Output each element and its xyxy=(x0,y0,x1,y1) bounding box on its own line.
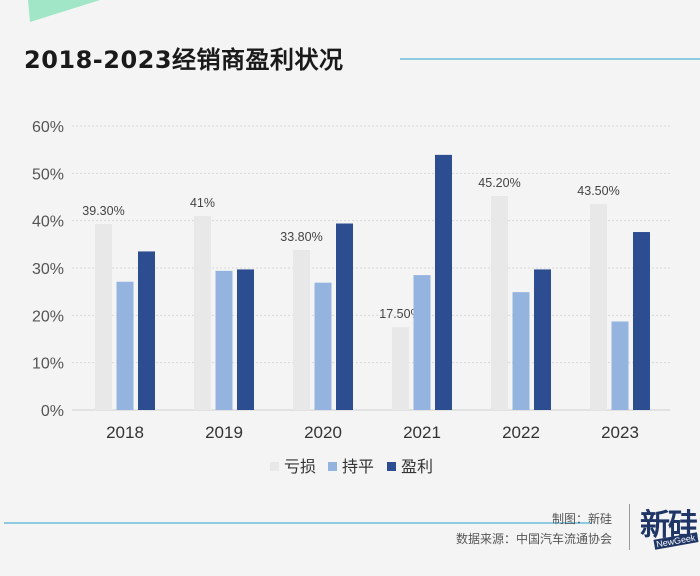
y-tick-label: 30% xyxy=(32,261,64,278)
y-tick-label: 50% xyxy=(32,166,64,183)
bar-even xyxy=(215,270,233,410)
bar-profit xyxy=(633,232,650,410)
legend-label: 盈利 xyxy=(401,457,433,476)
y-tick-label: 40% xyxy=(32,214,64,231)
newgeek-logo: 新硅 NewGeek xyxy=(640,500,699,552)
bar-even xyxy=(611,321,629,410)
title-accent-line xyxy=(400,58,700,60)
corner-decoration xyxy=(28,0,100,22)
data-label: 39.30% xyxy=(82,204,124,218)
legend-label: 亏损 xyxy=(284,457,316,476)
x-tick-label: 2018 xyxy=(106,423,144,442)
data-label: 41% xyxy=(190,196,215,210)
logo-divider xyxy=(629,504,630,550)
x-tick-label: 2019 xyxy=(205,423,243,442)
bar-profit xyxy=(138,251,155,410)
legend-swatch xyxy=(387,462,396,471)
bar-profit xyxy=(237,269,254,410)
bar-profit xyxy=(336,223,353,410)
legend-swatch xyxy=(328,462,337,471)
data-label: 33.80% xyxy=(280,230,322,244)
bar-loss xyxy=(590,204,607,410)
bar-profit xyxy=(435,154,452,410)
y-tick-label: 60% xyxy=(32,119,64,136)
bar-even xyxy=(512,292,530,410)
bar-loss xyxy=(194,215,211,410)
x-tick-label: 2022 xyxy=(502,423,540,442)
data-label: 17.50% xyxy=(379,307,421,321)
bar-loss xyxy=(491,196,508,410)
data-label: 45.20% xyxy=(478,176,520,190)
footer-accent-line xyxy=(4,522,592,524)
x-tick-label: 2021 xyxy=(403,423,441,442)
bar-profit xyxy=(534,269,551,410)
y-tick-label: 10% xyxy=(32,356,64,373)
bar-even xyxy=(314,282,332,410)
data-label: 43.50% xyxy=(577,184,619,198)
x-tick-label: 2023 xyxy=(601,423,639,442)
x-tick-label: 2020 xyxy=(304,423,342,442)
bar-even xyxy=(116,281,134,410)
chart-title: 2018-2023经销商盈利状况 xyxy=(24,46,344,74)
bar-even xyxy=(413,275,431,410)
legend-label: 持平 xyxy=(342,457,374,476)
bar-loss xyxy=(95,223,112,410)
bar-loss xyxy=(392,327,409,410)
y-tick-label: 0% xyxy=(41,403,64,420)
y-tick-label: 20% xyxy=(32,308,64,325)
bar-loss xyxy=(293,250,310,410)
chart-credit: 制图：新硅 xyxy=(551,512,612,526)
data-source: 数据来源：中国汽车流通协会 xyxy=(455,532,612,546)
legend-swatch xyxy=(270,462,279,471)
bar-chart: 0% 10% 20% 30% 40% 50% 60% 39.30% 2018 41% 2019 33.… xyxy=(32,119,670,476)
